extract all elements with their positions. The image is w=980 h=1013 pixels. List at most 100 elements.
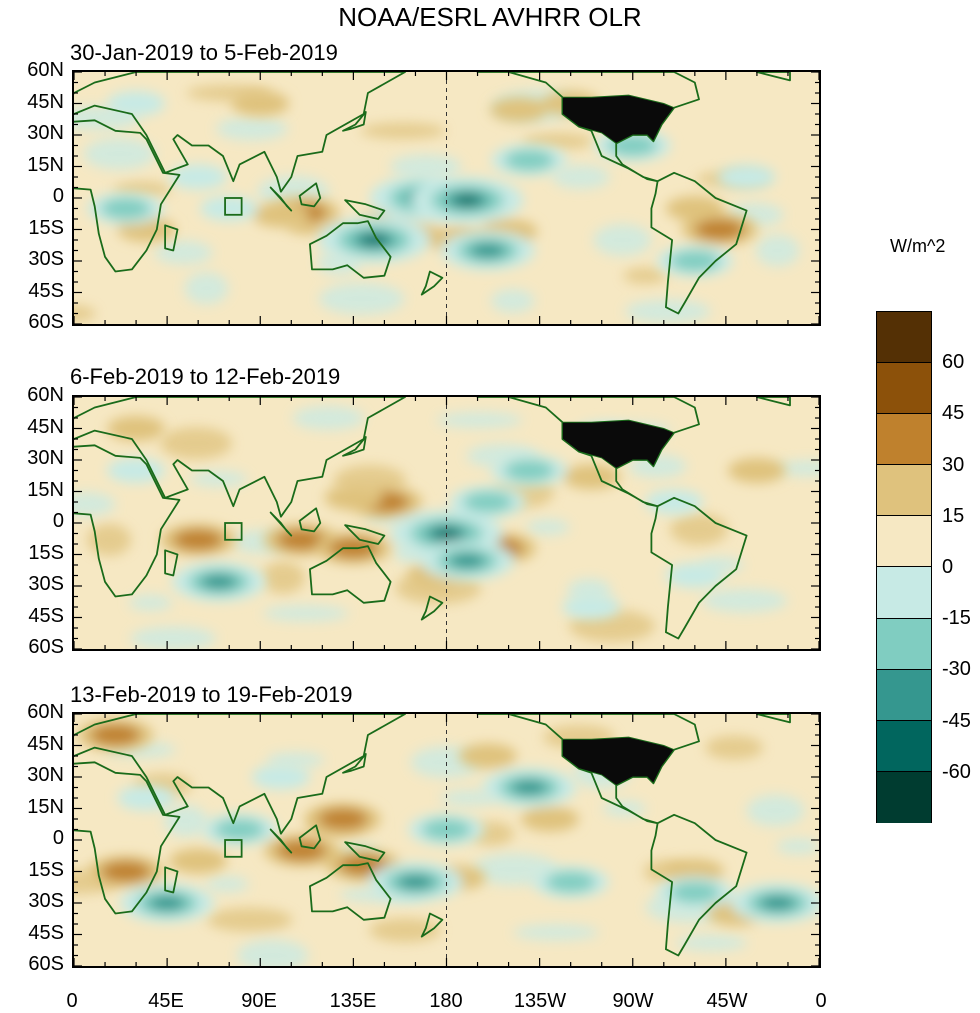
latitude-label: 60N [27,701,64,723]
anomaly-blob-core [276,840,327,861]
main-title: NOAA/ESRL AVHRR OLR [338,2,642,32]
latitude-label: 60N [27,384,64,406]
region-box-marker [224,522,243,541]
panel-title: 13-Feb-2019 to 19-Feb-2019 [70,682,353,707]
latitude-label: 0 [52,185,64,207]
olr-map-svg [74,714,819,966]
anomaly-blob-core [90,724,141,746]
olr-anomaly-map-panel [72,395,821,651]
units-label: W/m^2 [890,236,946,256]
olr-anomaly-map-panel [72,70,821,326]
anomaly-blob [251,202,310,228]
anomaly-blob-core [201,574,237,590]
coastline-greenland_edge [756,397,791,407]
colorbar-label: 30 [942,453,965,476]
latitude-label: 15N [27,795,64,818]
latitude-label: 60S [28,953,64,975]
anomaly-blob-core [101,861,151,882]
coastline-madagascar [164,866,179,894]
panel-title: 30-Jan-2019 to 5-Feb-2019 [70,40,338,65]
anomaly-blob-core [173,529,223,551]
latitude-label: 30N [27,764,64,786]
longitude-label: 45E [148,990,184,1012]
colorbar-label: 60 [942,351,965,374]
anomaly-blob [169,164,228,190]
colorbar-label: 45 [942,402,965,425]
colorbar-segment [877,720,931,772]
coastline-newzealand [420,270,444,296]
coastline-madagascar [164,224,179,252]
coastline-greenland_edge [756,714,791,724]
colorbar-segment [877,669,931,721]
longitude-label: 90W [612,990,654,1012]
latitude-label: 45S [28,279,64,302]
anomaly-blob-core [463,491,513,513]
coastline-indonesia1 [269,186,293,212]
coastline-africa [74,761,181,915]
latitude-label: 15N [27,153,64,176]
anomaly-blob [562,594,621,620]
latitude-label: 30S [28,248,64,270]
colorbar-segment [877,312,931,364]
colorbar-segment [877,414,931,466]
colorbar-label: -60 [942,760,971,783]
colorbar-label: -30 [942,658,971,681]
anomaly-blob [231,91,290,116]
coastline-australia [308,545,392,604]
anomaly-blob-core [149,895,185,911]
anomaly-blob-core [214,819,265,840]
anomaly-blob [107,91,166,116]
latitude-label: 30S [28,573,64,595]
anomaly-blob-core [362,235,386,245]
anomaly-blob-core [759,895,796,911]
latitude-label: 0 [52,827,64,849]
anomaly-blob [251,764,310,790]
coastline-newzealand [420,595,444,621]
colorbar [876,311,932,823]
axis-ticks [74,714,819,966]
coastline-samerica [650,496,748,640]
us-county-boundaries [561,94,675,144]
longitude-label: 135W [513,990,567,1012]
colorbar-label: -45 [942,709,971,732]
latitude-label: 60S [28,636,64,658]
anomaly-blob-core [545,871,596,893]
anomaly-blob [520,806,579,832]
latitude-label: 45N [27,415,64,438]
latitude-label: 45S [28,604,64,627]
anomaly-blob [107,458,166,483]
anomaly-blob [117,785,176,811]
region-box-marker [224,839,243,858]
coastline-indonesia2 [298,824,322,850]
coastline-greenland_edge [756,72,791,82]
coastline-newguinea [344,199,386,220]
coastline-eurasia [74,714,407,835]
anomaly-blob [665,563,724,588]
anomaly-blob-core [504,149,554,171]
region-box-marker [224,197,243,216]
anomaly-blob-core [470,243,506,258]
anomaly-blobs [87,91,776,277]
coastline-australia [308,220,392,279]
colorbar-segment [877,567,931,619]
latitude-label: 45N [27,732,64,755]
coastline-indonesia2 [298,182,322,208]
coastline-newzealand [420,912,444,938]
anomaly-blob-core [670,250,720,272]
olr-anomaly-map-panel [72,712,821,968]
anomaly-blob-core [318,808,368,830]
coastline-madagascar [164,549,179,577]
colorbar-segment [877,618,931,670]
coastline-samerica [650,813,748,957]
colorbar-label: 0 [942,556,954,578]
latitude-label: 15S [28,216,64,239]
longitude-label: 180 [429,990,463,1012]
longitude-label: 90E [241,990,277,1012]
anomaly-blob-core [449,553,486,569]
coastline-eurasia [74,397,407,518]
colorbar-segment [877,771,931,823]
anomaly-blob [458,743,517,769]
anomaly-blob [665,196,724,221]
coastline-newguinea [344,524,386,545]
latitude-label: 0 [52,510,64,532]
